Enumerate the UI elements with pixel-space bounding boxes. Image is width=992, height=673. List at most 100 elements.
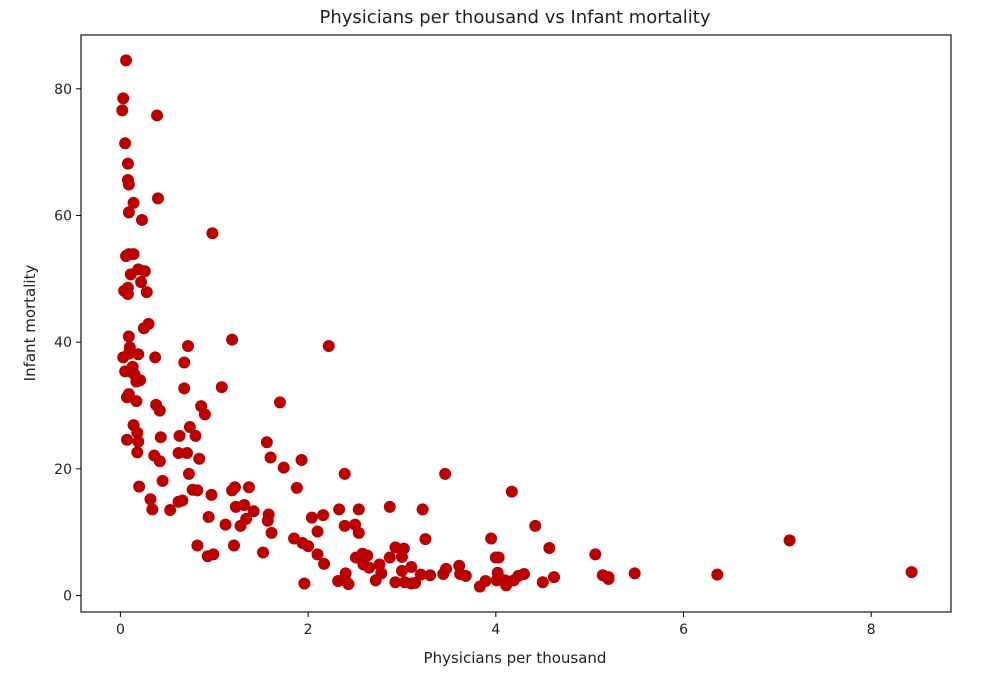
scatter-point — [173, 429, 186, 442]
scatter-point — [589, 548, 602, 561]
scatter-point — [602, 573, 615, 586]
scatter-point — [205, 488, 218, 501]
scatter-point — [492, 551, 505, 564]
scatter-point — [405, 577, 418, 590]
scatter-point — [164, 504, 177, 517]
scatter-point — [154, 431, 167, 444]
y-axis-label: Infant mortality — [21, 265, 39, 382]
x-tick-label: 8 — [867, 622, 876, 638]
y-tick-label: 60 — [54, 209, 72, 225]
y-tick-label: 80 — [54, 82, 72, 98]
scatter-point — [383, 551, 396, 564]
scatter-point — [298, 577, 311, 590]
scatter-point — [172, 447, 185, 460]
scatter-point — [424, 569, 437, 582]
scatter-point — [317, 509, 330, 522]
scatter-point — [202, 510, 215, 523]
scatter-point — [146, 503, 159, 516]
scatter-point — [119, 365, 132, 378]
scatter-point — [322, 339, 335, 352]
scatter-point — [338, 519, 351, 532]
scatter-point — [295, 453, 308, 466]
scatter-point — [133, 480, 146, 493]
scatter-point — [363, 561, 376, 574]
scatter-point — [131, 426, 144, 439]
scatter-point — [264, 451, 277, 464]
scatter-point — [151, 109, 164, 122]
scatter-point — [277, 461, 290, 474]
scatter-point — [120, 54, 133, 67]
scatter-point — [333, 503, 346, 516]
scatter-point — [628, 567, 641, 580]
scatter-point — [439, 467, 452, 480]
scatter-point — [136, 213, 148, 226]
scatter-point — [311, 525, 324, 538]
scatter-point — [120, 391, 133, 404]
scatter-point — [191, 484, 204, 497]
scatter-point — [349, 551, 362, 564]
scatter-point — [119, 137, 132, 150]
scatter-point — [183, 421, 196, 434]
scatter-point — [395, 550, 408, 563]
scatter-point — [116, 104, 129, 117]
scatter-point — [473, 580, 486, 593]
scatter-point — [548, 571, 561, 584]
scatter-point — [338, 467, 351, 480]
scatter-point — [121, 157, 134, 170]
scatter-point — [226, 484, 239, 497]
scatter-point — [122, 330, 135, 343]
scatter-point — [189, 429, 202, 442]
scatter-point — [273, 396, 286, 409]
scatter-point — [405, 561, 418, 574]
scatter-point — [229, 500, 242, 513]
scatter-point — [383, 500, 396, 513]
scatter-point — [127, 248, 140, 261]
scatter-point — [416, 503, 429, 516]
scatter-point — [137, 322, 150, 335]
scatter-point — [419, 533, 432, 546]
scatter-point — [172, 495, 185, 508]
scatter-point — [529, 519, 542, 532]
scatter-point — [138, 265, 151, 278]
scatter-point — [201, 550, 214, 563]
scatter-point — [122, 206, 135, 219]
scatter-point — [140, 286, 153, 299]
scatter-point — [459, 569, 472, 582]
scatter-point — [257, 546, 270, 559]
x-axis-label: Physicians per thousand — [424, 649, 607, 667]
scatter-point — [369, 574, 382, 587]
y-tick-label: 40 — [54, 335, 72, 351]
scatter-point — [783, 534, 796, 547]
scatter-point — [135, 276, 148, 289]
scatter-point — [318, 557, 331, 570]
scatter-point — [181, 447, 194, 460]
scatter-point — [121, 288, 134, 301]
scatter-point — [127, 196, 140, 209]
scatter-point — [120, 433, 133, 446]
scatter-point — [206, 227, 219, 240]
scatter-point — [507, 574, 520, 587]
x-axis: 0 2 4 6 8 — [116, 612, 876, 638]
scatter-point — [215, 381, 228, 394]
scatter-point — [131, 446, 144, 459]
scatter-point — [178, 382, 191, 395]
scatter-point — [389, 576, 402, 589]
scatter-point — [149, 351, 162, 364]
scatter-point — [260, 436, 273, 449]
scatter-point — [144, 493, 157, 506]
scatter-point — [153, 455, 166, 468]
scatter-point — [305, 511, 318, 524]
scatter-point — [219, 518, 232, 531]
scatter-point — [227, 539, 240, 552]
scatter-point — [242, 481, 255, 494]
scatter-point — [302, 540, 315, 553]
scatter-point — [536, 576, 549, 589]
y-tick-label: 20 — [54, 462, 72, 478]
y-tick-label: 0 — [63, 589, 72, 605]
scatter-point — [181, 339, 194, 352]
scatter-point — [226, 333, 239, 346]
scatter-point — [132, 348, 145, 361]
scatter-point — [130, 375, 143, 388]
scatter-point — [182, 467, 195, 480]
